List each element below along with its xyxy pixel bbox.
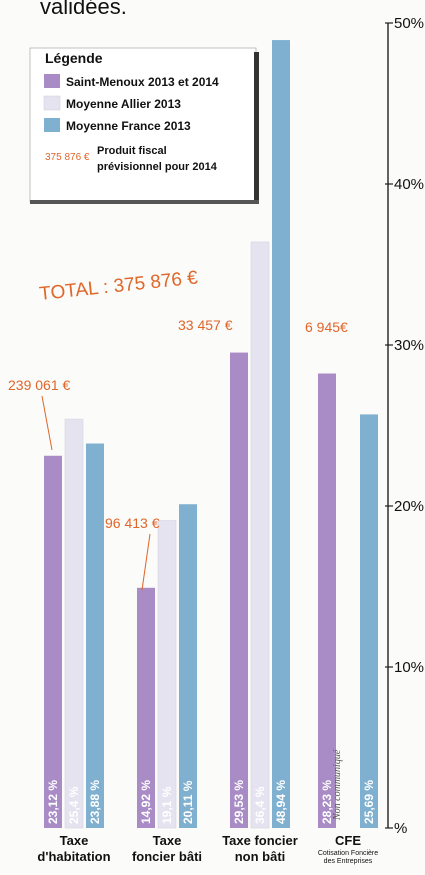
bar [44,455,62,828]
bar [272,40,290,829]
legend-swatch-france [44,118,60,132]
bar [318,373,336,828]
bar [250,241,270,829]
bar [64,418,84,829]
y-tick-label: 50% [394,15,424,32]
caption-text: validées. [40,0,127,19]
bar-value-label: 20,11 % [181,780,195,824]
legend-item-saint-menoux: Saint-Menoux 2013 et 2014 [66,75,219,89]
bar-value-label: 28,23 % [320,780,334,824]
legend-shadow-bottom [30,200,259,204]
bar-value-label: 23,12 % [46,780,60,824]
legend-item-allier: Moyenne Allier 2013 [66,97,181,111]
bar-value-label: 19,1 % [160,786,174,824]
bar-value-label: 23,88 % [88,780,102,824]
x-category-sublabel: Cotisation Foncière [318,850,378,857]
y-tick-label: 20% [394,498,424,515]
x-category-sublabel: des Entreprises [324,858,373,865]
bar [137,587,155,828]
bars: 23,12 % 14,92 % 29,53 % 28,23 % 25,4 % 19,1 %… [44,40,378,829]
legend-shadow-right [254,52,259,202]
legend-title: Légende [45,50,103,66]
bar [360,414,378,828]
x-category-sublabel: d'habitation [37,849,110,864]
no-value-note: Non communiqué [332,749,343,821]
bar-value-label: 14,92 % [139,780,153,824]
x-category-label: CFE [335,833,361,848]
y-tick-label: 40% [394,176,424,193]
total-label: TOTAL : 375 876 € [38,267,199,305]
amount-label: 33 457 € [178,317,233,333]
x-category-label: Taxe [153,833,182,848]
bar [157,520,177,829]
x-category-label: Taxe [60,833,89,848]
amount-leader-line [141,533,151,591]
y-tick-label: % [394,820,407,837]
bar [230,352,248,828]
amount-label: 6 945€ [305,319,348,335]
y-tick-label: 30% [394,337,424,354]
legend-swatch-allier [43,95,61,111]
legend-item-france: Moyenne France 2013 [66,119,191,133]
legend-note-amount: 375 876 € [45,152,90,163]
y-axis: % 10% 20% 30% 40% 50% [385,15,424,837]
amount-label: 96 413 € [105,515,160,531]
legend-note-line2: prévisionnel pour 2014 [97,161,218,173]
amount-annotations: 239 061 € 96 413 € 33 457 € 6 945€ [8,317,348,591]
legend-swatch-saint-menoux [44,74,60,88]
x-category-label: Taxe foncier [222,833,298,848]
amount-label: 239 061 € [8,377,70,393]
legend-box [29,47,257,203]
bar-value-label: 36,4 % [253,786,267,824]
bar-value-label: 29,53 % [232,780,246,824]
bar [86,443,104,828]
bar [179,504,197,828]
legend-note-line1: Produit fiscal [97,145,167,157]
y-tick-label: 10% [394,659,424,676]
bar-value-label: 25,4 % [67,786,81,824]
bar-value-label: 48,94 % [274,780,288,824]
legend: Légende Saint-Menoux 2013 et 2014 Moyenn… [29,47,259,204]
x-category-sublabel: foncier bâti [132,849,202,864]
x-category-sublabel: non bâti [235,849,286,864]
bar-value-label: 25,69 % [362,780,376,824]
amount-leader-line [41,395,53,451]
